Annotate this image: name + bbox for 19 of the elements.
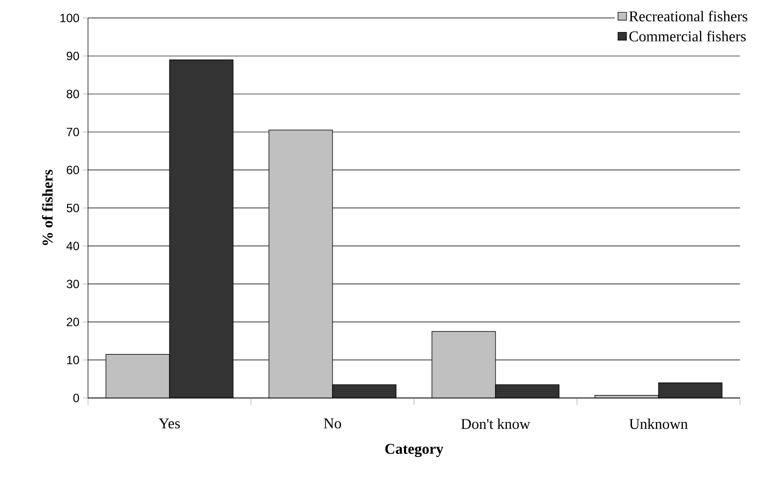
y-tick-label: 10 xyxy=(67,356,80,364)
x-tick-label: Unknown xyxy=(629,418,688,430)
y-tick-label: 40 xyxy=(66,242,80,250)
x-tick-label: Don't know xyxy=(461,418,530,430)
y-axis-title: % of fishers xyxy=(42,170,53,246)
y-tick-label: 0 xyxy=(73,394,80,402)
y-tick-label: 80 xyxy=(66,90,80,98)
x-axis-title: Category xyxy=(385,444,444,458)
y-tick-label: 20 xyxy=(66,318,80,326)
legend-label: Commercial fishers xyxy=(629,30,746,42)
y-tick-label: 30 xyxy=(66,280,80,288)
y-tick-label: 70 xyxy=(66,128,80,136)
x-tick-label: Yes xyxy=(158,418,180,428)
y-tick-label: 100 xyxy=(60,14,80,22)
y-tick-label: 50 xyxy=(66,204,80,212)
x-tick-label: No xyxy=(324,418,342,428)
y-tick-label: 60 xyxy=(66,166,80,174)
legend-label: Recreational fishers xyxy=(629,10,748,22)
y-tick-label: 90 xyxy=(66,52,80,60)
